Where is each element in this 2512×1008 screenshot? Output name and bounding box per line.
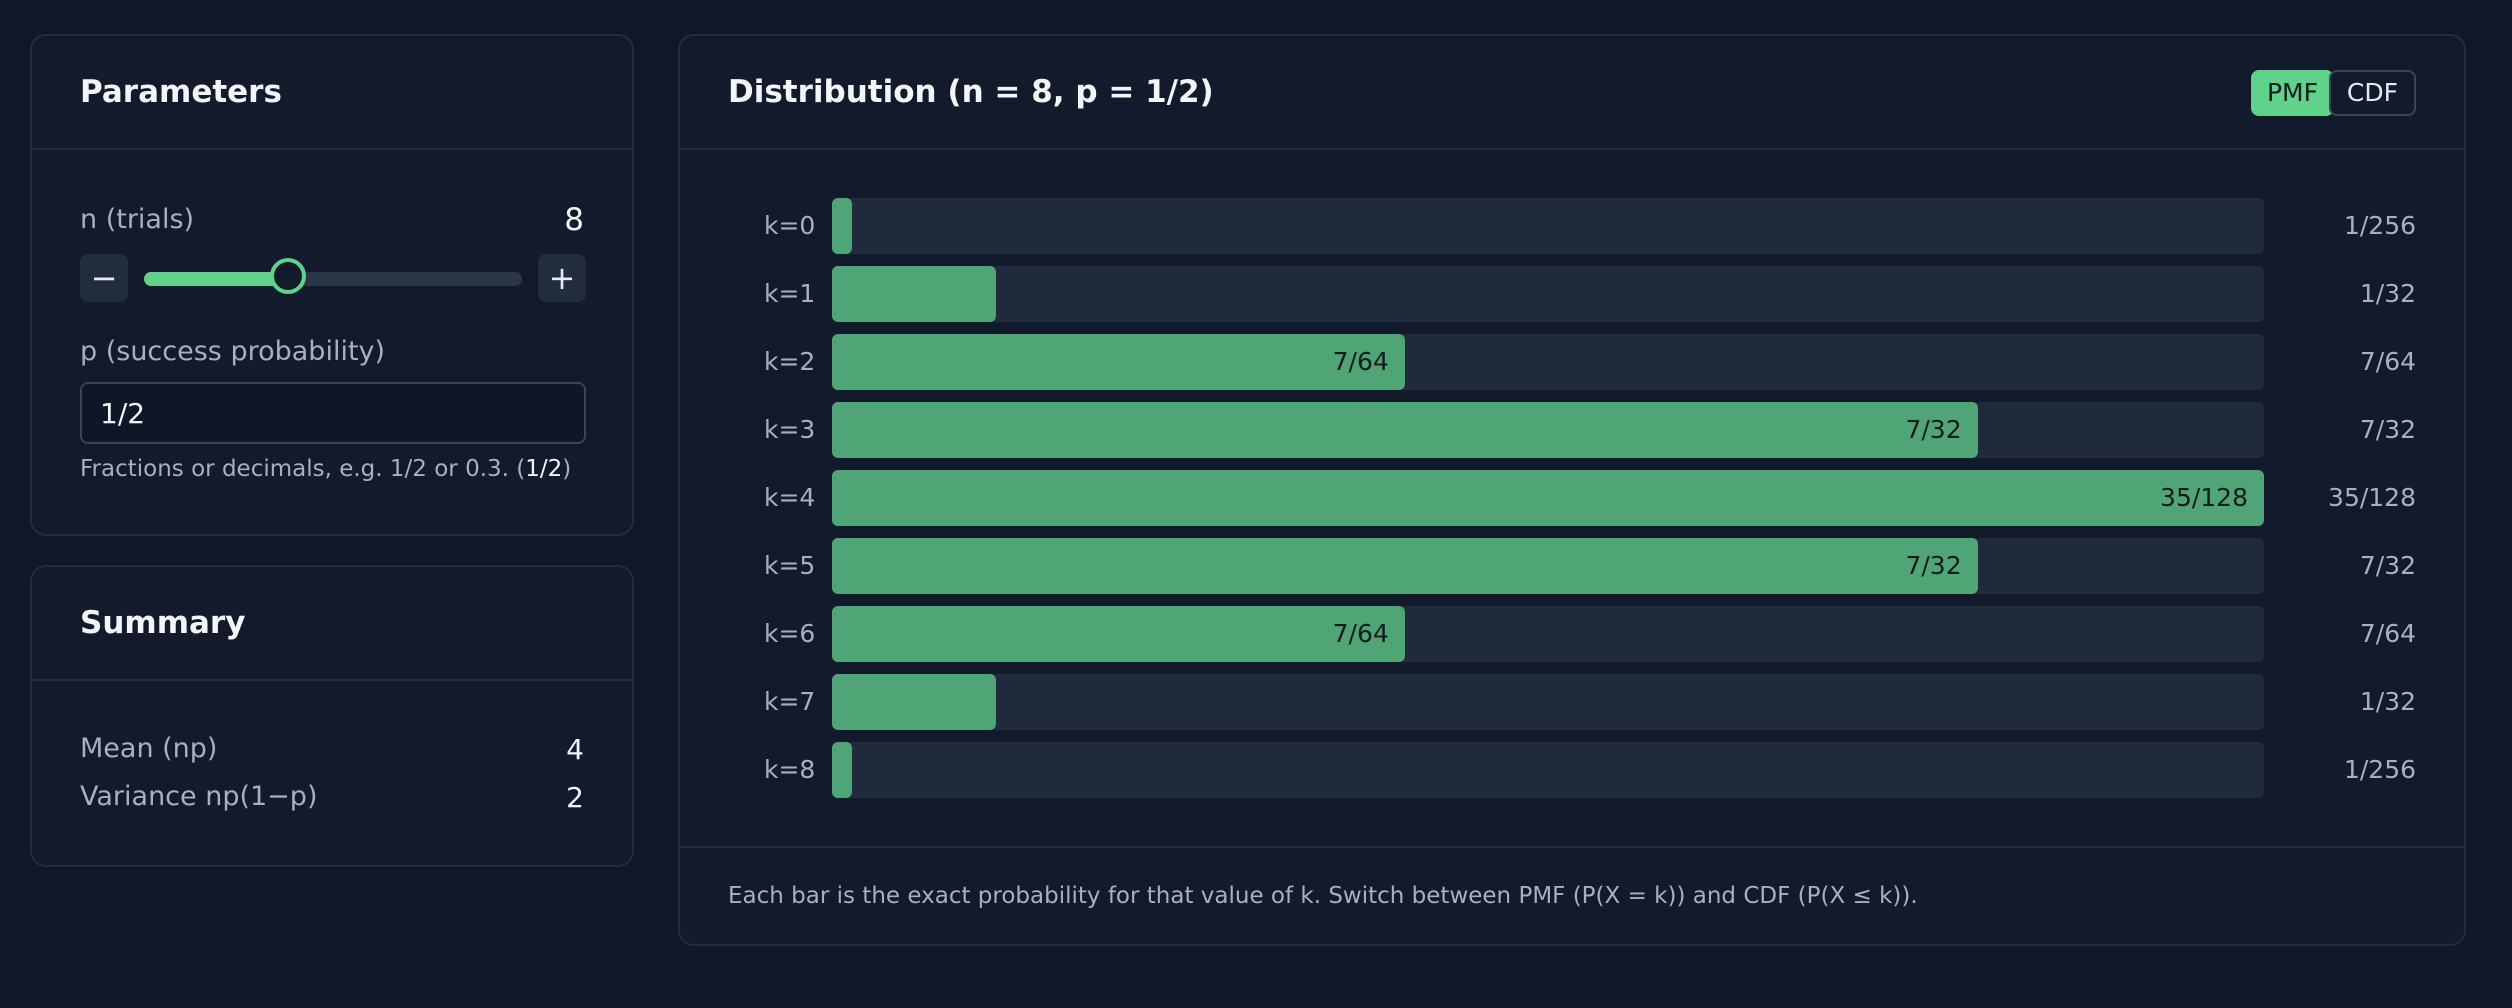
bar-row: k=1 1/32 bbox=[680, 266, 2464, 322]
distribution-footer: Each bar is the exact probability for th… bbox=[680, 846, 2464, 944]
bar-value-label: 1/256 bbox=[2343, 211, 2416, 240]
parameters-header: Parameters bbox=[32, 36, 632, 150]
bar-inside-label: 7/64 bbox=[1332, 619, 1389, 648]
bar-track: 35/128 bbox=[832, 470, 2264, 526]
bar bbox=[832, 266, 996, 322]
p-hint: Fractions or decimals, e.g. 1/2 or 0.3. … bbox=[80, 456, 571, 482]
bar-category-label: k=0 bbox=[764, 211, 816, 240]
bar-value-label: 7/64 bbox=[2359, 619, 2416, 648]
bar-category-label: k=3 bbox=[764, 415, 816, 444]
variance-label: Variance np(1−p) bbox=[80, 781, 318, 812]
p-hint-text: Fractions or decimals, e.g. 1/2 or 0.3. … bbox=[80, 456, 526, 482]
n-label: n (trials) bbox=[80, 204, 195, 235]
bar-track bbox=[832, 266, 2264, 322]
bar-value-label: 35/128 bbox=[2328, 483, 2416, 512]
bar-inside-label: 7/32 bbox=[1905, 551, 1962, 580]
bar-category-label: k=2 bbox=[764, 347, 816, 376]
bar-value-label: 7/32 bbox=[2359, 415, 2416, 444]
bar-track: 7/32 bbox=[832, 402, 2264, 458]
parameters-title: Parameters bbox=[80, 74, 282, 110]
bar: 7/64 bbox=[832, 334, 1405, 390]
bar-row: k=3 7/32 7/32 bbox=[680, 402, 2464, 458]
distribution-panel: Distribution (n = 8, p = 1/2) PMF CDF k=… bbox=[678, 34, 2466, 946]
distribution-header: Distribution (n = 8, p = 1/2) PMF CDF bbox=[680, 36, 2464, 150]
mean-value: 4 bbox=[566, 733, 584, 766]
bar-category-label: k=8 bbox=[764, 755, 816, 784]
summary-panel: Summary Mean (np) 4 Variance np(1−p) 2 bbox=[30, 565, 634, 867]
bar-track bbox=[832, 674, 2264, 730]
n-value: 8 bbox=[564, 202, 584, 238]
distribution-title: Distribution (n = 8, p = 1/2) bbox=[728, 74, 1214, 110]
bar-track: 7/64 bbox=[832, 334, 2264, 390]
summary-title: Summary bbox=[80, 605, 246, 641]
bar-row: k=6 7/64 7/64 bbox=[680, 606, 2464, 662]
bar-value-label: 7/32 bbox=[2359, 551, 2416, 580]
pmf-toggle-button[interactable]: PMF bbox=[2250, 70, 2334, 116]
bar bbox=[832, 198, 853, 254]
bar-category-label: k=7 bbox=[764, 687, 816, 716]
parameters-panel: Parameters n (trials) 8 − + p (success p… bbox=[30, 34, 634, 536]
summary-header: Summary bbox=[32, 567, 632, 681]
bar-value-label: 1/256 bbox=[2343, 755, 2416, 784]
n-slider[interactable] bbox=[144, 258, 522, 294]
p-label: p (success probability) bbox=[80, 336, 386, 367]
increment-n-button[interactable]: + bbox=[538, 254, 586, 302]
cdf-toggle-button[interactable]: CDF bbox=[2328, 70, 2416, 116]
bar bbox=[832, 674, 996, 730]
summary-row-mean: Mean (np) 4 bbox=[80, 733, 584, 773]
bar-row: k=2 7/64 7/64 bbox=[680, 334, 2464, 390]
bar-track bbox=[832, 742, 2264, 798]
footer-text: Each bar is the exact probability for th… bbox=[728, 883, 1918, 909]
p-input[interactable] bbox=[80, 382, 586, 444]
bar-row: k=8 1/256 bbox=[680, 742, 2464, 798]
bar-chart: k=0 1/256 k=1 1/32 k=2 7/64 7/64 k=3 7/32 7/32 k=4… bbox=[680, 36, 2464, 944]
summary-row-variance: Variance np(1−p) 2 bbox=[80, 781, 584, 821]
bar-row: k=0 1/256 bbox=[680, 198, 2464, 254]
bar-category-label: k=1 bbox=[764, 279, 816, 308]
bar: 7/32 bbox=[832, 538, 1978, 594]
n-slider-fill bbox=[144, 272, 288, 286]
bar-track: 7/64 bbox=[832, 606, 2264, 662]
bar-value-label: 1/32 bbox=[2359, 687, 2416, 716]
bar: 35/128 bbox=[832, 470, 2264, 526]
bar-track: 7/32 bbox=[832, 538, 2264, 594]
bar: 7/32 bbox=[832, 402, 1978, 458]
bar-row: k=5 7/32 7/32 bbox=[680, 538, 2464, 594]
bar-value-label: 7/64 bbox=[2359, 347, 2416, 376]
bar-category-label: k=4 bbox=[764, 483, 816, 512]
p-hint-value: 1/2 bbox=[525, 456, 563, 482]
bar-value-label: 1/32 bbox=[2359, 279, 2416, 308]
variance-value: 2 bbox=[566, 781, 584, 814]
bar-category-label: k=5 bbox=[764, 551, 816, 580]
bar-row: k=4 35/128 35/128 bbox=[680, 470, 2464, 526]
n-slider-thumb[interactable] bbox=[269, 258, 306, 294]
decrement-n-button[interactable]: − bbox=[80, 254, 128, 302]
bar-inside-label: 7/64 bbox=[1332, 347, 1389, 376]
mean-label: Mean (np) bbox=[80, 733, 218, 764]
bar bbox=[832, 742, 853, 798]
bar: 7/64 bbox=[832, 606, 1405, 662]
bar-inside-label: 7/32 bbox=[1905, 415, 1962, 444]
bar-row: k=7 1/32 bbox=[680, 674, 2464, 730]
p-hint-end: ) bbox=[562, 456, 572, 482]
bar-track bbox=[832, 198, 2264, 254]
bar-inside-label: 35/128 bbox=[2160, 483, 2248, 512]
bar-category-label: k=6 bbox=[764, 619, 816, 648]
